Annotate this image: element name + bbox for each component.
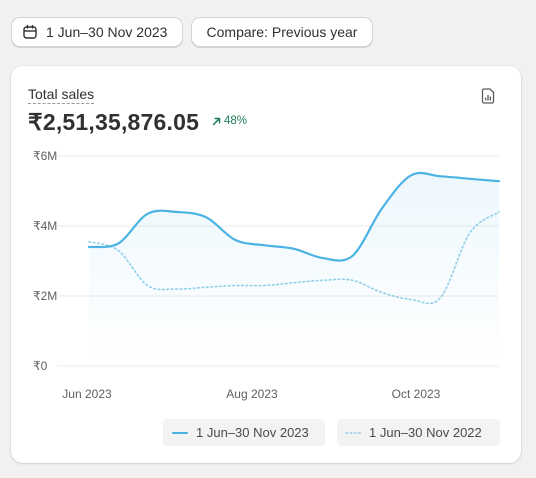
data-point-current — [87, 245, 91, 249]
y-tick-label: ₹6M — [33, 149, 57, 163]
data-point-previous — [292, 281, 296, 285]
data-point-current — [409, 173, 413, 177]
x-tick-label: Jun 2023 — [62, 387, 112, 401]
legend-previous-label: 1 Jun–30 Nov 2022 — [369, 425, 482, 440]
date-range-button[interactable]: 1 Jun–30 Nov 2023 — [11, 17, 183, 47]
data-point-current — [116, 242, 120, 246]
data-point-previous — [87, 240, 91, 244]
y-tick-label: ₹0 — [33, 359, 48, 373]
data-point-current — [175, 210, 179, 214]
y-tick-label: ₹2M — [33, 289, 57, 303]
data-point-current — [321, 256, 325, 260]
data-point-current — [233, 238, 237, 242]
calendar-icon — [23, 25, 37, 39]
x-tick-label: Aug 2023 — [226, 387, 278, 401]
data-point-previous — [116, 249, 120, 253]
legend-current-label: 1 Jun–30 Nov 2023 — [196, 425, 309, 440]
data-point-current — [263, 243, 267, 247]
y-tick-label: ₹4M — [33, 219, 57, 233]
x-tick-label: Oct 2023 — [392, 387, 441, 401]
current-series-area — [89, 173, 499, 366]
data-point-current — [497, 179, 501, 183]
data-point-previous — [351, 278, 355, 282]
data-point-previous — [263, 284, 267, 288]
report-file-icon — [481, 88, 495, 104]
total-sales-card: ₹0 ₹2M ₹4M ₹6M Jun 2023 Aug 2023 Oct 2023 Tota… — [11, 66, 521, 463]
series-line-current — [87, 171, 501, 262]
legend-current-period[interactable]: 1 Jun–30 Nov 2023 — [163, 419, 325, 446]
data-point-previous — [204, 285, 208, 289]
data-point-current — [380, 207, 384, 211]
data-point-previous — [233, 284, 237, 288]
compare-button[interactable]: Compare: Previous year — [191, 17, 373, 47]
export-report-button[interactable] — [478, 86, 498, 106]
arrow-up-right-icon — [212, 117, 221, 125]
data-point-current — [146, 212, 150, 216]
data-point-current — [292, 247, 296, 251]
solid-line-swatch — [172, 431, 188, 434]
metric-title[interactable]: Total sales — [28, 86, 95, 104]
compare-label: Compare: Previous year — [206, 24, 358, 40]
data-point-previous — [438, 296, 442, 300]
sales-line-chart: ₹0 ₹2M ₹4M ₹6M Jun 2023 Aug 2023 Oct 2023 — [33, 149, 501, 401]
series-line-previous — [88, 211, 500, 305]
data-point-current — [438, 174, 442, 178]
legend-previous-period[interactable]: 1 Jun–30 Nov 2022 — [337, 419, 500, 446]
data-point-current — [204, 215, 208, 219]
change-percent: 48% — [224, 115, 248, 127]
dotted-line-swatch — [345, 431, 361, 434]
change-badge: 48% — [212, 115, 247, 127]
data-point-previous — [497, 210, 501, 214]
data-point-previous — [175, 287, 179, 291]
data-point-previous — [321, 278, 325, 282]
data-point-previous — [409, 298, 413, 302]
date-range-label: 1 Jun–30 Nov 2023 — [46, 24, 168, 40]
data-point-previous — [146, 284, 150, 288]
data-point-current — [468, 177, 472, 181]
data-point-previous — [380, 291, 384, 295]
data-point-current — [351, 254, 355, 258]
data-point-previous — [468, 231, 472, 235]
total-sales-value: ₹2,51,35,876.05 — [28, 109, 200, 135]
